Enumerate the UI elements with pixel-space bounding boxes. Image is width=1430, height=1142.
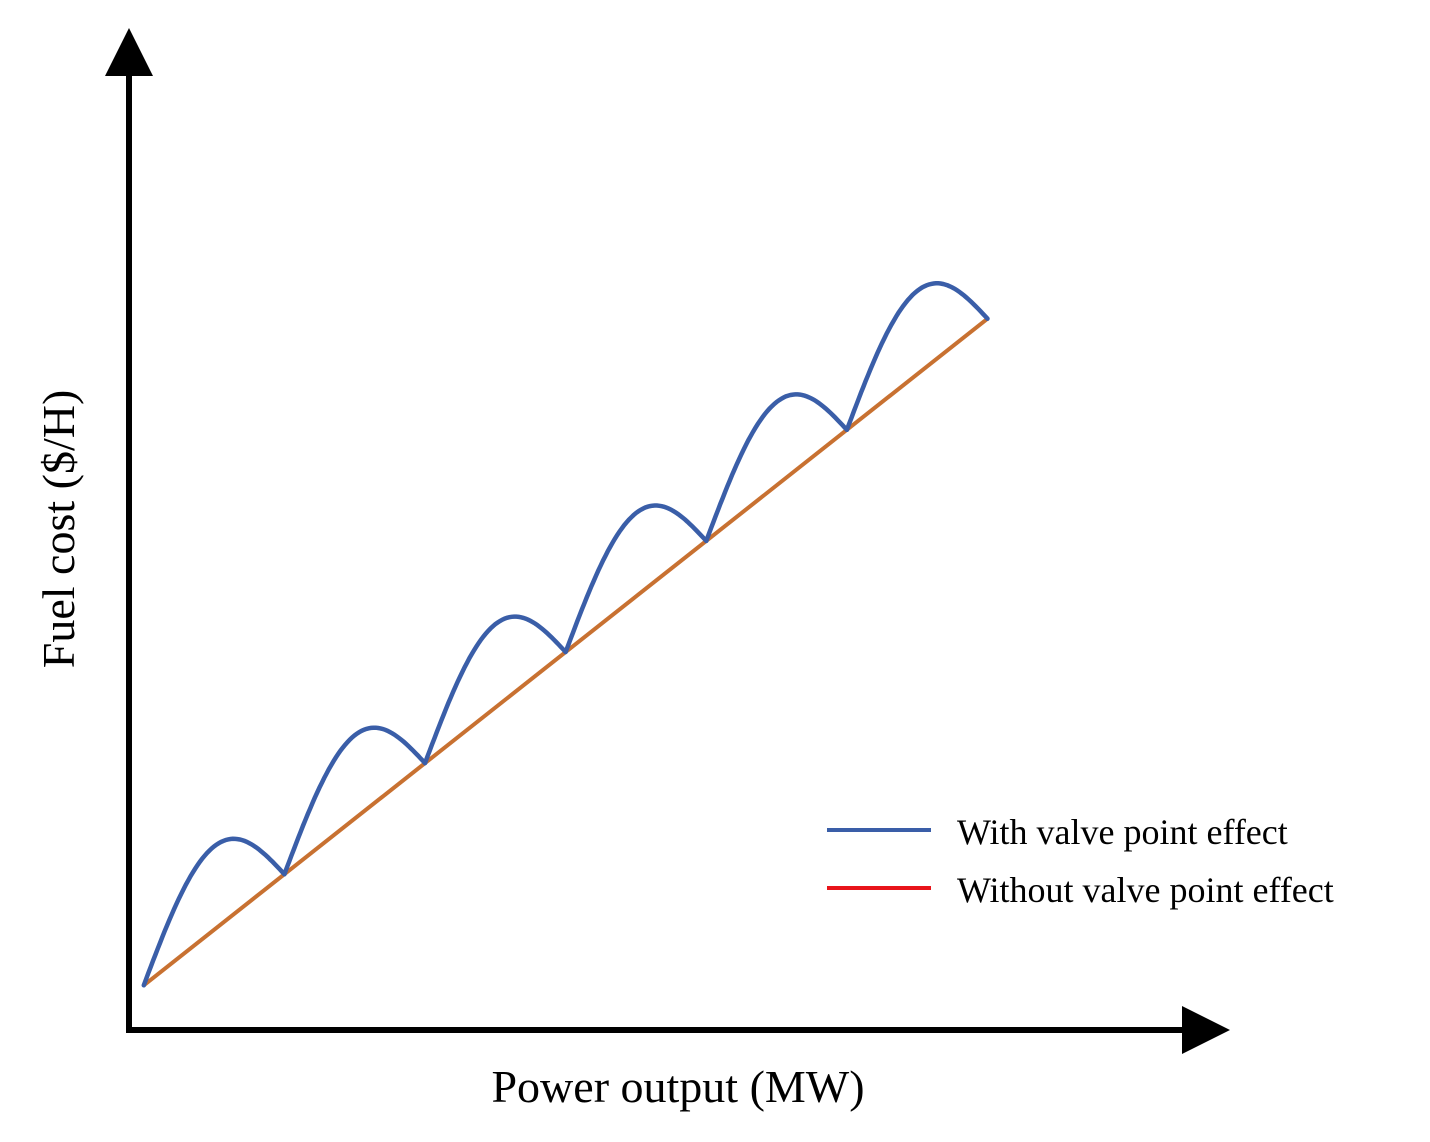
series-ripple-segment xyxy=(141,836,287,988)
legend-label-without-valve: Without valve point effect xyxy=(957,870,1334,910)
legend-label-with-valve: With valve point effect xyxy=(957,812,1288,852)
series-ripple-segment xyxy=(422,614,568,766)
y-axis-title: Fuel cost ($/H) xyxy=(33,390,84,669)
series-layer xyxy=(141,281,990,988)
legend: With valve point effect Without valve po… xyxy=(827,812,1334,910)
x-axis-title: Power output (MW) xyxy=(491,1061,864,1112)
x-axis-arrow-icon xyxy=(1182,1006,1230,1054)
y-axis-arrow-icon xyxy=(105,28,153,76)
series-ripple-segment xyxy=(563,503,709,655)
series-ripple-segment xyxy=(844,281,990,433)
series-ripple-segment xyxy=(282,725,428,877)
series-ripple-segment xyxy=(704,392,850,544)
